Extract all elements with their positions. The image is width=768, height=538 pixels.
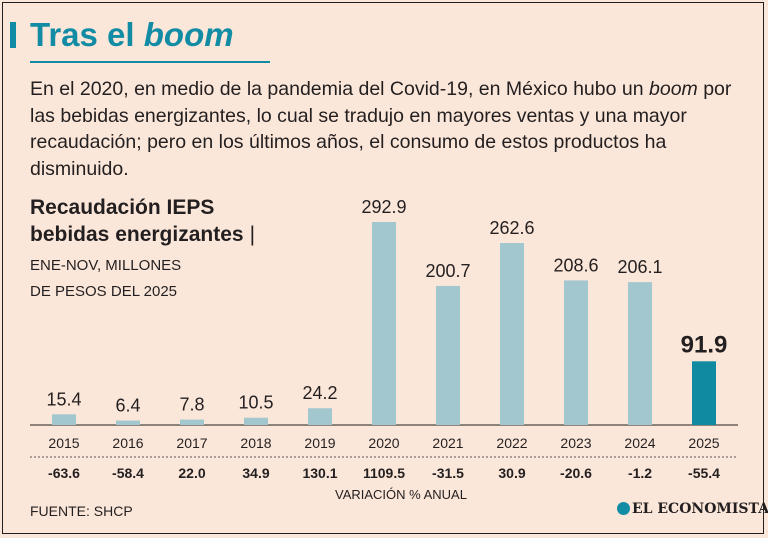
variation-value-2023: -20.6 — [560, 465, 592, 481]
bar-2015 — [52, 414, 76, 425]
variation-value-2025: -55.4 — [688, 465, 720, 481]
bar-2025 — [692, 361, 716, 425]
bar-2018 — [244, 417, 268, 425]
value-label-2020: 292.9 — [361, 197, 406, 217]
bar-2019 — [308, 408, 332, 425]
variation-value-2024: -1.2 — [628, 465, 652, 481]
value-label-2015: 15.4 — [46, 389, 81, 409]
brand-logo-icon — [617, 501, 630, 515]
value-label-2022: 262.6 — [489, 218, 534, 238]
variation-value-2022: 30.9 — [498, 465, 525, 481]
variation-value-2018: 34.9 — [242, 465, 269, 481]
chart-title: Recaudación IEPS bebidas energizantes | — [30, 196, 256, 246]
bar-2024 — [628, 282, 652, 425]
x-tick-label-2019: 2019 — [304, 435, 335, 451]
source-note: FUENTE: SHCP — [30, 503, 133, 519]
bar-2023 — [564, 280, 588, 425]
brand-logo: EL ECONOMISTA — [617, 501, 768, 517]
value-label-2021: 200.7 — [425, 261, 470, 281]
variation-value-2017: 22.0 — [178, 465, 205, 481]
value-label-2019: 24.2 — [302, 383, 337, 403]
x-tick-label-2025: 2025 — [688, 435, 719, 451]
value-label-2024: 206.1 — [617, 257, 662, 277]
bar-2017 — [180, 419, 204, 425]
bar-2020 — [372, 222, 396, 425]
variation-value-2020: 1109.5 — [363, 465, 405, 481]
value-label-2018: 10.5 — [238, 393, 273, 413]
value-label-2025: 91.9 — [681, 331, 728, 358]
x-tick-label-2022: 2022 — [496, 435, 527, 451]
variation-value-2019: 130.1 — [302, 465, 337, 481]
x-tick-label-2016: 2016 — [112, 435, 143, 451]
x-tick-label-2018: 2018 — [240, 435, 271, 451]
value-label-2017: 7.8 — [179, 395, 204, 415]
bar-2021 — [436, 285, 460, 425]
bar-2022 — [500, 243, 524, 425]
x-tick-label-2015: 2015 — [48, 435, 79, 451]
page-title: Tras el boom — [30, 16, 234, 53]
variation-value-2015: -63.6 — [48, 465, 80, 481]
x-tick-label-2020: 2020 — [368, 435, 399, 451]
x-tick-label-2023: 2023 — [560, 435, 591, 451]
x-tick-label-2017: 2017 — [176, 435, 207, 451]
x-tick-label-2024: 2024 — [624, 435, 655, 451]
value-label-2016: 6.4 — [115, 396, 140, 416]
title-underline — [30, 61, 270, 63]
variation-value-2016: -58.4 — [112, 465, 144, 481]
title-accent-bar — [10, 22, 16, 48]
bar-2016 — [116, 420, 140, 425]
intro-paragraph: En el 2020, en medio de la pandemia del … — [30, 78, 732, 180]
chart-subtitle: ENE-NOV, MILLONES DE PESOS DEL 2025 — [30, 257, 182, 300]
variation-caption: VARIACIÓN % ANUAL — [335, 487, 467, 502]
value-label-2023: 208.6 — [553, 255, 598, 275]
variation-value-2021: -31.5 — [432, 465, 464, 481]
x-tick-label-2021: 2021 — [432, 435, 463, 451]
